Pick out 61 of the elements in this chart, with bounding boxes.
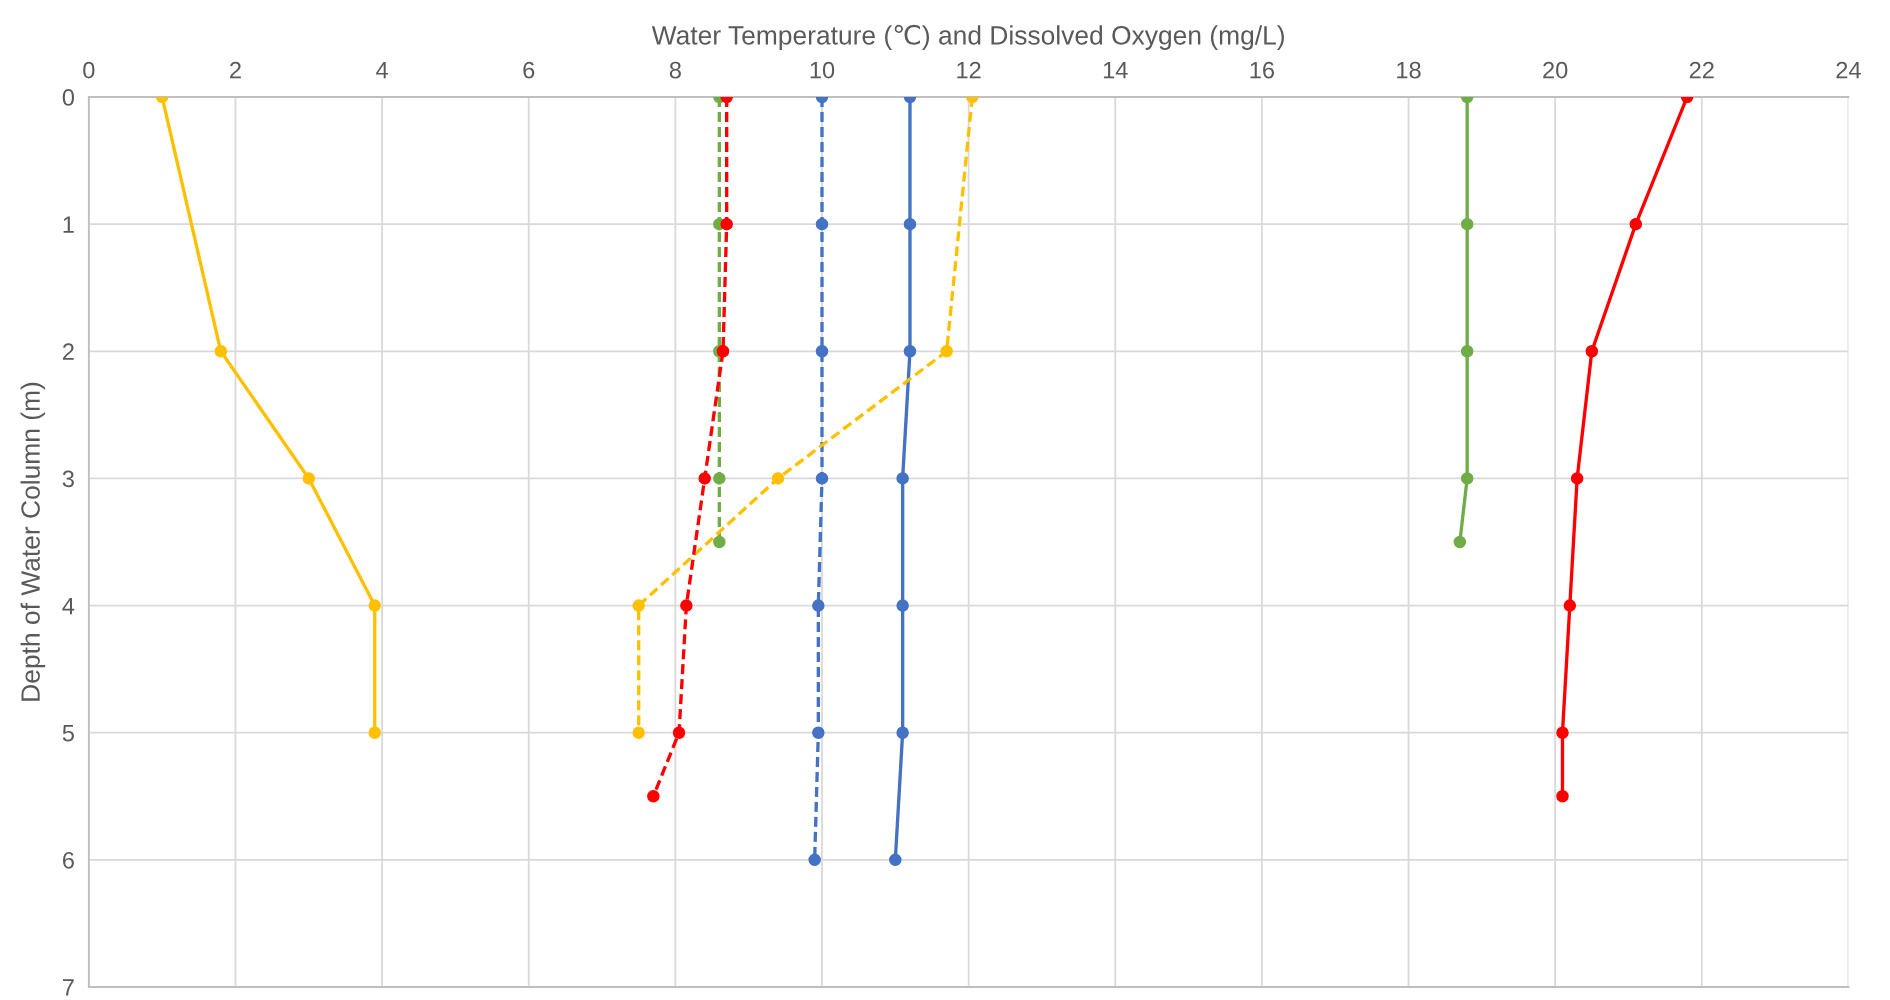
x-axis-title: Water Temperature (℃) and Dissolved Oxygen (mg/L) [651, 24, 1284, 50]
point [889, 853, 902, 867]
point [903, 217, 917, 231]
point [1460, 217, 1474, 231]
point [1585, 345, 1599, 358]
point [632, 726, 645, 739]
point [815, 472, 829, 485]
x-tick-label: 12 [957, 61, 981, 79]
point [680, 599, 693, 612]
point [815, 345, 829, 358]
y-axis-title: Depth of Water Column (m) [20, 382, 46, 701]
x-tick-label: 20 [1543, 61, 1568, 79]
point [1629, 217, 1643, 231]
point [812, 726, 825, 739]
point [940, 345, 953, 358]
y-tick-label: 3 [62, 470, 74, 488]
x-tick-label: 24 [1836, 61, 1861, 79]
point [672, 726, 686, 739]
point [720, 217, 733, 231]
point [1460, 472, 1474, 485]
x-tick-label: 8 [669, 61, 681, 79]
point [1556, 726, 1569, 739]
point [1453, 535, 1467, 549]
point [896, 726, 909, 739]
y-tick-label: 0 [62, 89, 75, 106]
point [716, 345, 730, 358]
point [812, 599, 825, 612]
x-tick-label: 6 [523, 61, 535, 79]
point [815, 217, 829, 231]
x-tick-label: 10 [810, 61, 835, 79]
point [808, 853, 821, 867]
point [771, 472, 785, 485]
point [1563, 599, 1577, 612]
point [368, 599, 382, 612]
x-tick-label: 18 [1397, 61, 1421, 79]
point [713, 535, 726, 549]
point [302, 472, 316, 485]
point [713, 472, 726, 485]
y-tick-label: 4 [62, 597, 75, 615]
x-tick-label: 16 [1250, 61, 1274, 79]
point [903, 345, 917, 358]
x-tick-label: 2 [230, 61, 241, 79]
x-tick-label: 14 [1103, 61, 1128, 79]
point [1570, 472, 1584, 485]
y-tick-label: 5 [62, 725, 74, 742]
point [214, 345, 228, 358]
y-tick-label: 2 [63, 343, 74, 360]
y-tick-label: 1 [63, 216, 74, 233]
point [1556, 790, 1569, 803]
x-tick-label: 0 [83, 61, 95, 79]
point [368, 726, 382, 739]
point [632, 599, 645, 612]
x-tick-label: 4 [376, 61, 388, 79]
point [1460, 345, 1474, 358]
point [896, 472, 909, 485]
x-tick-label: 22 [1689, 61, 1714, 79]
point [647, 790, 660, 803]
point [698, 472, 711, 485]
y-tick-label: 7 [63, 979, 74, 996]
y-tick-label: 6 [63, 851, 74, 869]
point [896, 599, 909, 612]
